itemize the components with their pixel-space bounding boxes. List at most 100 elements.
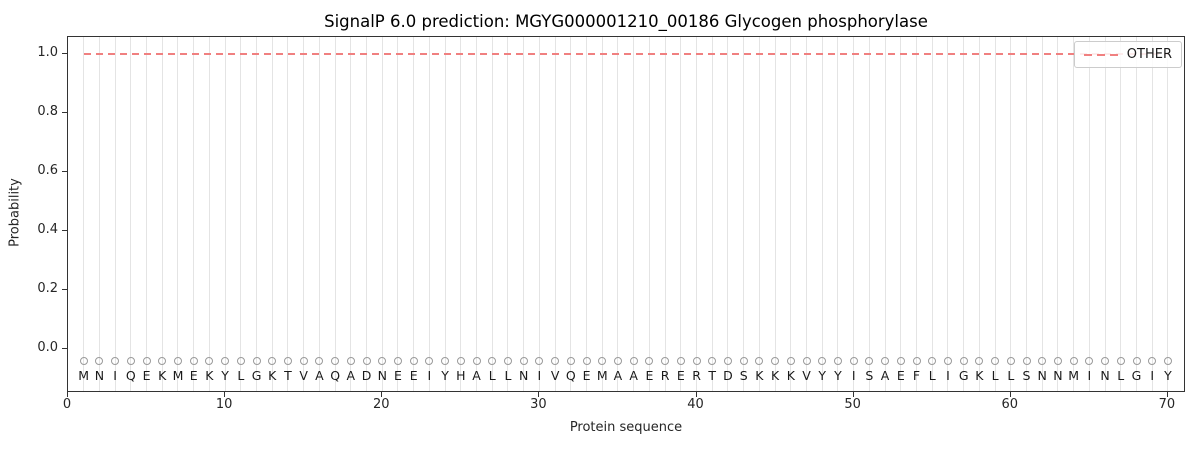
residue-letter: A [629,367,638,383]
gridline [1120,37,1122,391]
gridline [334,37,336,391]
gridline [696,37,698,391]
gridline [460,37,462,391]
gridline [1088,37,1090,391]
gridline [381,37,383,391]
gridline [1041,37,1043,391]
residue-marker [959,356,968,365]
gridline [1151,37,1153,391]
residue-marker [1053,356,1062,365]
gridline [350,37,352,391]
residue-marker [1085,356,1094,365]
gridline [208,37,210,391]
residue-letter: Q [125,367,136,383]
x-tick-label: 0 [62,397,72,412]
residue-marker [928,356,937,365]
residue-letter: D [723,367,733,383]
residue-marker [739,356,748,365]
gridline [963,37,965,391]
residue-letter: D [361,367,372,383]
gridline [648,37,650,391]
residue-letter: Y [834,367,842,383]
x-tick-label: 30 [530,397,547,412]
gridline [680,37,682,391]
residue-marker [582,356,591,365]
gridline [1104,37,1106,391]
residue-marker [378,356,387,365]
gridline [727,37,729,391]
gridline [491,37,493,391]
residue-letter: K [770,367,780,383]
y-tick-mark [62,111,67,113]
residue-marker [111,356,120,365]
residue-letter: I [113,367,117,383]
residue-marker [598,356,607,365]
gridline [161,37,163,391]
gridline [711,37,713,391]
residue-letter: G [251,367,262,383]
gridline [821,37,823,391]
y-tick-label: 1.0 [37,44,58,60]
residue-letter: Q [330,367,341,383]
residue-marker [362,356,371,365]
residue-marker [315,356,324,365]
residue-marker [1022,356,1031,365]
gridline [790,37,792,391]
residue-letter: L [928,367,936,383]
residue-letter: Q [565,367,576,383]
residue-marker [818,356,827,365]
residue-marker [566,356,575,365]
residue-letter: A [613,367,623,383]
residue-letter: E [645,367,654,383]
residue-marker [205,356,214,365]
residue-letter: I [851,367,856,383]
residue-marker [771,356,780,365]
gridline [554,37,556,391]
residue-marker [1116,356,1125,365]
residue-letter: E [394,367,402,383]
residue-marker [268,356,277,365]
gridline [397,37,399,391]
legend-label: OTHER [1126,47,1172,62]
residue-letter: N [94,367,105,383]
residue-marker [833,356,842,365]
residue-marker [1006,356,1015,365]
residue-letter: T [708,367,717,383]
residue-letter: E [896,367,905,383]
gridline [853,37,855,391]
residue-marker [425,356,434,365]
residue-marker [645,356,654,365]
x-tick-label: 40 [687,397,704,412]
residue-marker [1038,356,1047,365]
x-tick-mark [67,392,68,397]
gridline [224,37,226,391]
residue-marker [393,356,402,365]
residue-letter: E [409,367,418,383]
residue-letter: E [189,367,198,383]
residue-letter: M [596,367,608,383]
residue-letter: K [786,367,795,383]
residue-marker [95,356,104,365]
residue-marker [283,356,292,365]
y-tick-mark [62,170,67,172]
residue-letter: Y [441,367,449,383]
x-tick-mark [852,392,854,397]
y-tick-label: 0.6 [37,162,58,178]
y-axis-label: Probability [7,178,23,247]
residue-marker [551,356,560,365]
gridline [318,37,320,391]
gridline [428,37,430,391]
gridline [287,37,289,391]
gridline [586,37,588,391]
residue-letter: K [268,367,277,383]
gridline [1167,37,1169,391]
residue-letter: M [1068,367,1080,383]
gridline [806,37,808,391]
gridline [476,37,478,391]
gridline [507,37,509,391]
residue-letter: L [991,367,999,383]
residue-letter: I [427,367,432,383]
residue-marker [1101,356,1110,365]
residue-letter: K [205,367,214,383]
residue-letter: K [975,367,984,383]
